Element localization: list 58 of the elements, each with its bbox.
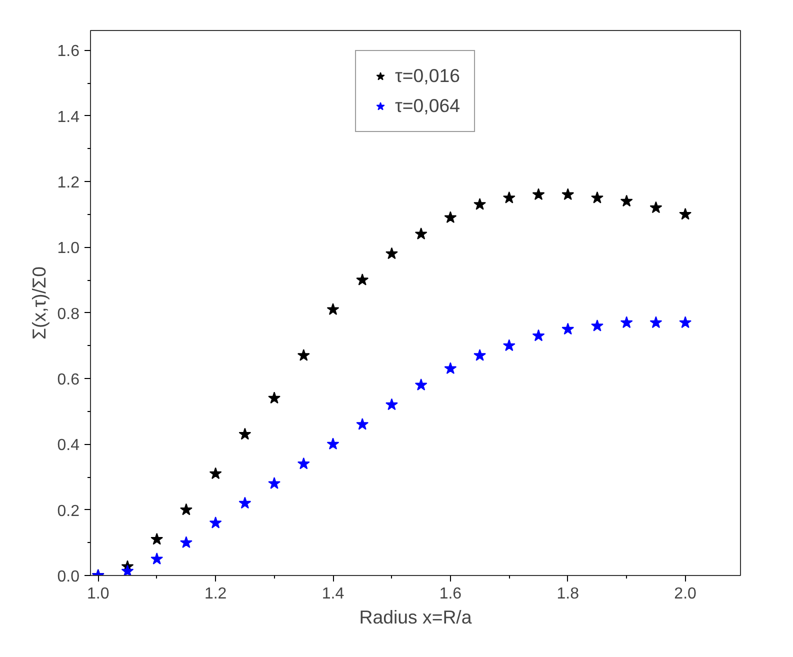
point (414, 228, 428, 240)
point (650, 201, 662, 214)
point (620, 316, 633, 328)
x-axis-title: Radius x=R/a (359, 606, 472, 628)
point (386, 398, 398, 410)
y-tick-label: 1.4 (57, 108, 80, 126)
point (562, 322, 574, 335)
x-tick-label: 1.6 (439, 586, 462, 602)
y-axis-title: Σ(x,τ)/Σ0 (28, 266, 50, 340)
y-tick-label: 1.6 (57, 43, 80, 60)
x-tick-label: 1.4 (322, 586, 344, 602)
point (297, 457, 310, 470)
point (326, 438, 340, 450)
point (150, 552, 164, 564)
point (121, 564, 134, 576)
y-tick-label: 1.0 (57, 240, 80, 258)
legend-label: τ=0,016 (395, 65, 460, 87)
x-tick-label: 1.0 (87, 586, 110, 602)
point (238, 428, 252, 440)
y-tick-label: 0.6 (57, 372, 80, 389)
point (591, 191, 604, 204)
point (502, 339, 516, 352)
point (386, 247, 398, 260)
point (474, 198, 486, 210)
point (502, 191, 516, 204)
point (414, 378, 428, 390)
point (326, 303, 340, 315)
y-tick-label: 0.0 (57, 568, 80, 586)
point (532, 188, 545, 200)
point (209, 516, 222, 528)
point (444, 211, 457, 223)
point (209, 467, 222, 480)
y-tick-label: 0.2 (57, 502, 80, 520)
point (356, 418, 369, 430)
point (180, 503, 192, 516)
point (268, 477, 280, 489)
point (591, 319, 604, 332)
y-tick-label: 0.8 (57, 306, 80, 323)
point (444, 362, 457, 374)
point (180, 536, 192, 548)
legend-label: τ=0,064 (395, 95, 460, 117)
x-tick-label: 1.2 (204, 586, 227, 602)
x-tick-label: 1.8 (556, 586, 580, 602)
y-tick-label: 0.4 (57, 437, 80, 454)
point (297, 349, 310, 361)
x-tick-label: 2.0 (674, 586, 697, 602)
point (679, 316, 692, 328)
point (150, 532, 164, 545)
point (650, 316, 662, 328)
point (532, 329, 545, 342)
y-tick-label: 1.2 (57, 174, 80, 192)
point (679, 208, 692, 220)
point (474, 349, 486, 361)
point (268, 392, 280, 404)
point (620, 194, 633, 207)
point (238, 496, 252, 509)
point (356, 274, 369, 286)
point (562, 188, 574, 200)
